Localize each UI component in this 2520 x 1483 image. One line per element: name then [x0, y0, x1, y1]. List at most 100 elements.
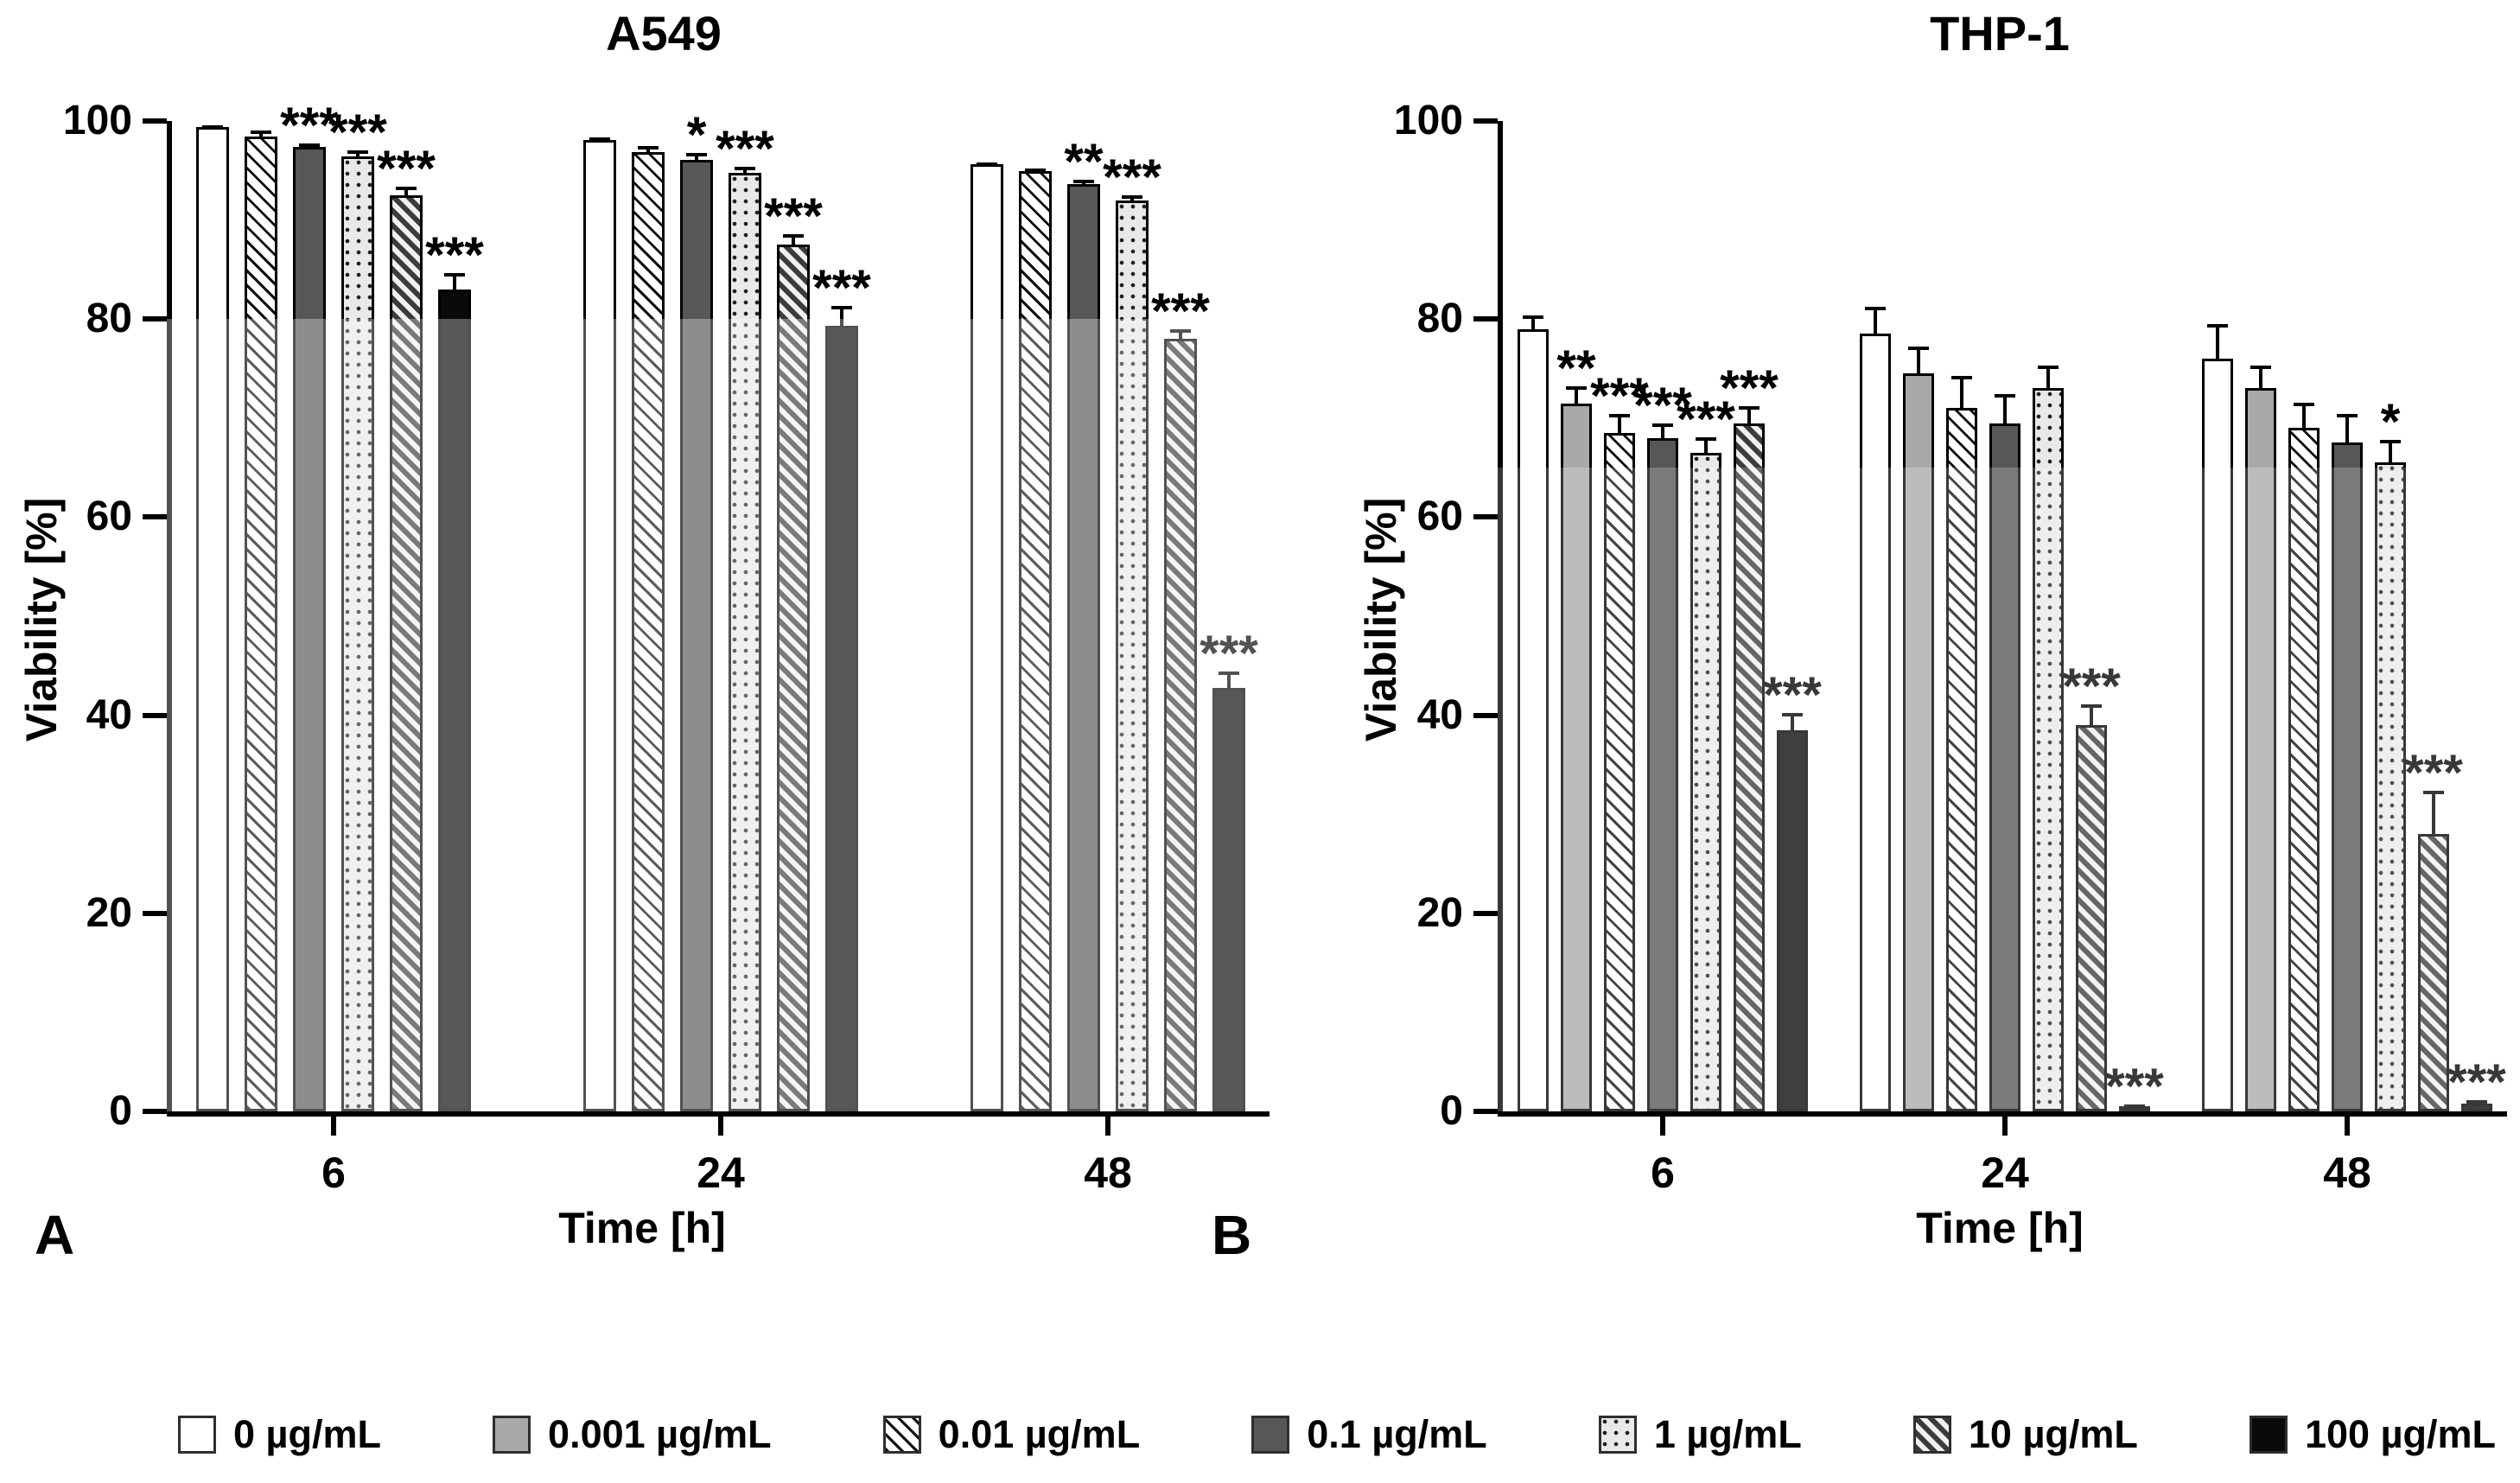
error-bar: *** [1763, 670, 1822, 733]
legend-item: 0.1 µg/mL [1251, 1412, 1487, 1457]
error-bar [1034, 168, 1037, 175]
x-tick-label: 48 [2323, 1149, 2371, 1197]
error-bar [1917, 346, 1920, 377]
bar-group-24h: * *** *** *** 24 [583, 111, 871, 1197]
error-bar: *** [377, 144, 436, 198]
y-tick-mark [143, 1109, 167, 1114]
error-bar: *** [280, 101, 339, 151]
significance-stars: *** [1763, 666, 1822, 723]
significance-stars: *** [2404, 745, 2463, 802]
panel-b-plot: 0 20 40 60 80 100 ** *** *** *** *** *** 6 *** *** 24 * *… [1394, 98, 2507, 1197]
y-tick-mark [1473, 514, 1498, 520]
bar: *** [716, 124, 774, 1111]
significance-stars: *** [716, 121, 774, 178]
y-tick-label: 0 [1440, 1088, 1463, 1134]
bar [1903, 346, 1934, 1111]
bar: *** [2105, 1062, 2164, 1112]
bar-group-48h: ** *** *** *** 48 [970, 137, 1258, 1197]
bar: *** [2404, 748, 2463, 1111]
bar: *** [1590, 371, 1649, 1111]
hatch-thin-swatch-icon [882, 1416, 921, 1454]
bar: *** [1677, 395, 1735, 1111]
error-bar: *** [1200, 628, 1258, 691]
error-bar: *** [2062, 661, 2121, 729]
bar: ** [1064, 137, 1104, 1111]
error-bar [2345, 413, 2349, 446]
x-tick-label: 6 [321, 1149, 346, 1197]
y-tick-label: 40 [1416, 691, 1463, 738]
error-bar: ** [1064, 137, 1103, 188]
significance-stars: *** [1720, 360, 1779, 417]
bar [583, 137, 616, 1111]
significance-stars: *** [2062, 658, 2121, 715]
significance-stars: *** [1200, 625, 1258, 682]
white-swatch-icon [178, 1416, 216, 1454]
bar [1019, 168, 1052, 1111]
significance-stars: * [2380, 393, 2401, 450]
error-bar [646, 146, 650, 155]
error-bar [2046, 365, 2050, 391]
y-tick-mark [1473, 316, 1498, 322]
y-tick-label: 60 [86, 493, 132, 540]
error-bar [1531, 315, 1535, 332]
bar-group-48h: * *** *** 48 [2202, 323, 2506, 1197]
error-bar: *** [1151, 287, 1210, 342]
bar [1989, 393, 2020, 1111]
y-tick-label: 80 [86, 296, 132, 342]
panel-a-x-axis-label: Time [h] [558, 1204, 726, 1252]
significance-stars: * [686, 107, 707, 164]
error-bar: * [687, 111, 706, 162]
error-bar: *** [764, 192, 823, 248]
bar: *** [377, 144, 436, 1111]
bar: *** [2062, 661, 2121, 1111]
black-swatch-icon [2249, 1416, 2288, 1454]
y-tick-label: 60 [1416, 493, 1463, 540]
error-bar: ** [1556, 343, 1596, 406]
bar-group-6h: ** *** *** *** *** *** 6 [1518, 315, 1822, 1197]
panel-b-y-axis-label: Viability [%] [1357, 497, 1405, 742]
bar: *** [764, 192, 823, 1111]
error-bar [1960, 376, 1963, 411]
bar [2332, 413, 2363, 1111]
bar: *** [1103, 152, 1161, 1111]
error-bar [211, 125, 214, 130]
bar [1518, 315, 1549, 1111]
darkgray-swatch-icon [1251, 1416, 1290, 1454]
error-bar [2003, 393, 2007, 426]
bar [632, 146, 665, 1111]
bar: *** [1200, 628, 1258, 1111]
panel-a-y-axis-label: Viability [%] [17, 497, 66, 742]
bar: * [680, 111, 713, 1111]
y-tick-label: 40 [86, 691, 132, 738]
bar: * [2375, 397, 2406, 1111]
significance-stars: *** [2105, 1059, 2164, 1116]
bar [2245, 365, 2276, 1111]
significance-stars: ** [1556, 340, 1596, 397]
bar [2202, 323, 2233, 1111]
y-tick-mark [1473, 910, 1498, 916]
error-bar: *** [716, 124, 774, 175]
x-tick-label: 24 [1981, 1149, 2029, 1197]
x-tick-mark [2345, 1117, 2350, 1136]
error-bar [2302, 403, 2306, 431]
panel-b-letter: B [1212, 1204, 1252, 1266]
hatch-thick-swatch-icon [1912, 1416, 1951, 1454]
x-tick-mark [331, 1117, 336, 1136]
bar: *** [1763, 670, 1822, 1111]
error-bar [2259, 365, 2262, 391]
bar [1946, 376, 1977, 1111]
bar: *** [425, 231, 484, 1111]
bar-groups: *** *** *** *** 6 * *** *** *** 24 ** *** *** *** 48 [172, 101, 1270, 1197]
error-bar: *** [1633, 381, 1692, 441]
significance-stars: *** [764, 188, 823, 245]
error-bar [2216, 323, 2219, 362]
bar [2288, 403, 2320, 1111]
dots-swatch-icon [1598, 1416, 1637, 1454]
panel-b-x-axis-label: Time [h] [1916, 1204, 2084, 1252]
significance-stars: ** [1064, 134, 1104, 191]
y-tick-mark [1473, 118, 1498, 124]
legend-label: 1 µg/mL [1653, 1412, 1802, 1456]
lightgray-swatch-icon [493, 1416, 531, 1454]
error-bar: *** [1103, 152, 1161, 203]
